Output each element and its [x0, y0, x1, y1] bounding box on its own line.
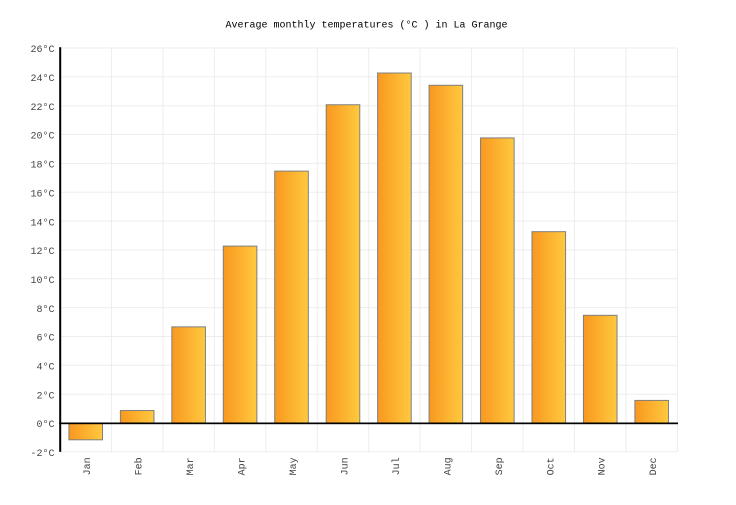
svg-text:18°C: 18°C	[30, 160, 54, 172]
svg-text:Jun: Jun	[341, 457, 352, 475]
svg-text:Jul: Jul	[391, 457, 403, 475]
svg-text:10°C: 10°C	[30, 275, 54, 287]
svg-text:Nov: Nov	[598, 457, 609, 475]
svg-text:Aug: Aug	[443, 457, 454, 475]
svg-text:Oct: Oct	[546, 457, 557, 475]
svg-text:0°C: 0°C	[36, 419, 54, 431]
svg-text:Sep: Sep	[495, 457, 506, 475]
svg-text:Mar: Mar	[186, 457, 197, 475]
svg-text:24°C: 24°C	[30, 73, 54, 85]
svg-text:-2°C: -2°C	[30, 448, 54, 460]
svg-text:4°C: 4°C	[36, 362, 54, 374]
svg-text:26°C: 26°C	[30, 44, 54, 56]
svg-text:Jan: Jan	[83, 457, 94, 475]
svg-text:2°C: 2°C	[36, 390, 54, 402]
svg-text:May: May	[289, 457, 300, 475]
svg-text:6°C: 6°C	[36, 333, 54, 345]
svg-text:8°C: 8°C	[36, 304, 54, 316]
svg-text:16°C: 16°C	[30, 188, 54, 200]
svg-text:Feb: Feb	[134, 457, 146, 475]
svg-text:22°C: 22°C	[30, 102, 54, 114]
svg-text:Average monthly temperatures (: Average monthly temperatures (°C ) in La…	[225, 20, 507, 32]
svg-text:12°C: 12°C	[30, 246, 54, 258]
svg-text:Apr: Apr	[238, 457, 249, 475]
svg-text:Dec: Dec	[649, 457, 660, 475]
svg-text:14°C: 14°C	[30, 217, 54, 229]
svg-text:20°C: 20°C	[30, 131, 54, 143]
